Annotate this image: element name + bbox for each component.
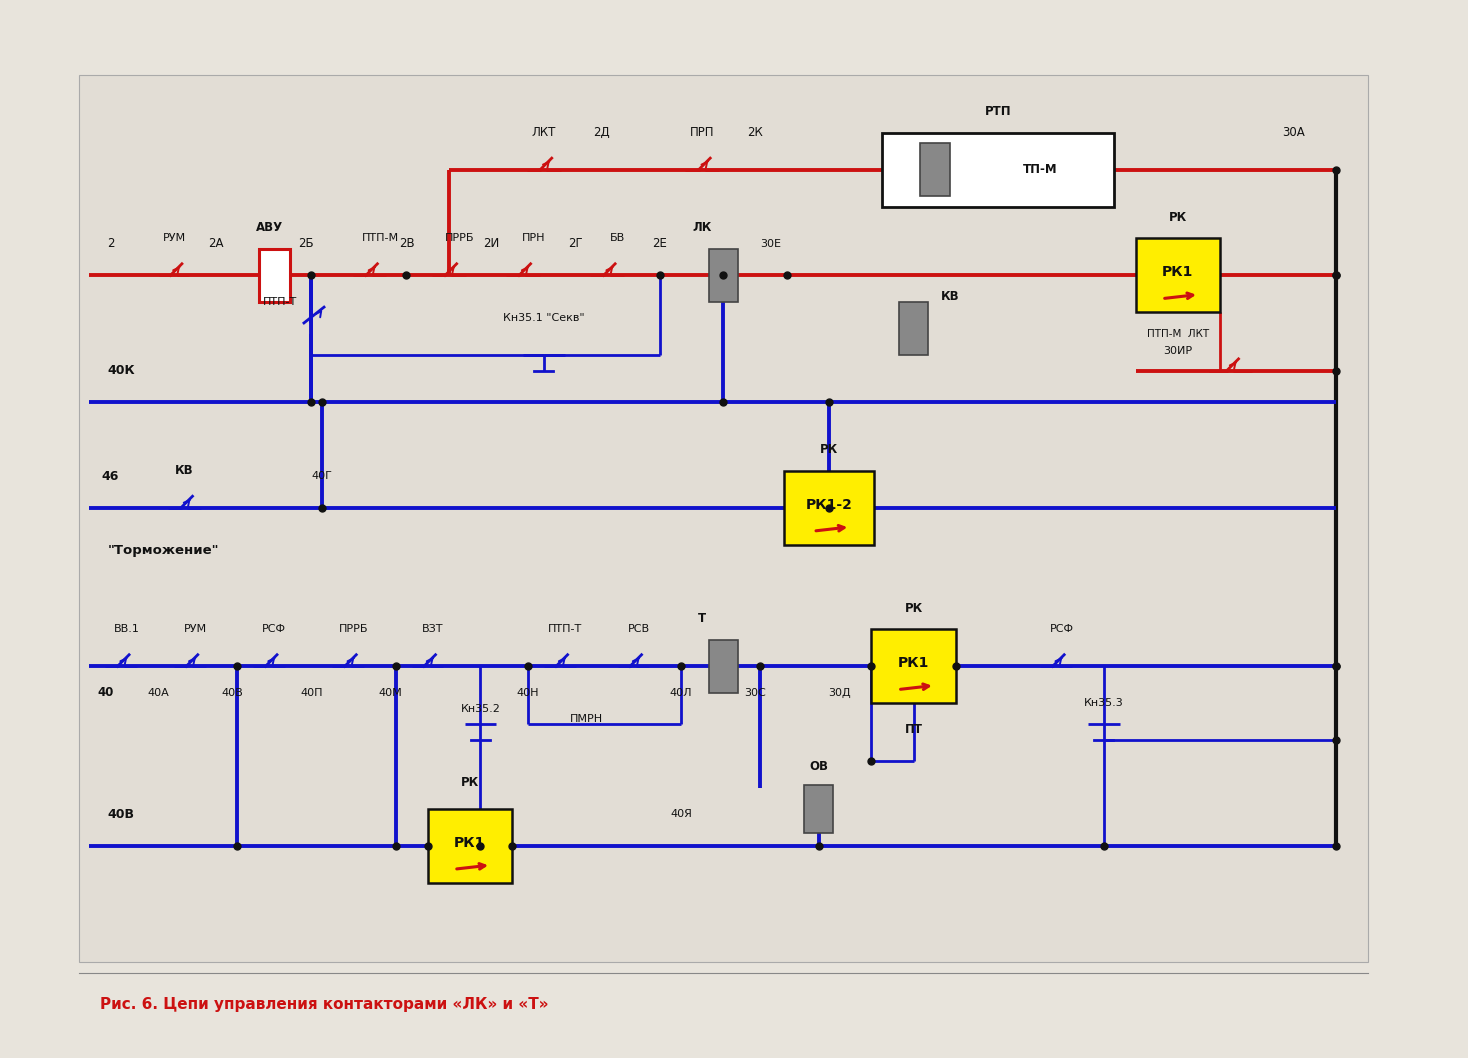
Text: ЛКТ: ЛКТ [531, 126, 556, 140]
Bar [709, 640, 738, 693]
Bar [898, 302, 928, 354]
Text: 40: 40 [97, 687, 113, 699]
Text: 30Е: 30Е [760, 239, 781, 249]
Text: РК1: РК1 [898, 656, 929, 670]
Text: 2Б: 2Б [298, 237, 314, 250]
Bar [920, 143, 950, 196]
Bar [804, 785, 834, 833]
Text: КВ: КВ [941, 290, 960, 303]
Text: РУМ: РУМ [184, 624, 207, 635]
Text: РСФ: РСФ [1050, 624, 1073, 635]
Text: ПРРБ: ПРРБ [339, 624, 368, 635]
Bar [427, 809, 512, 883]
Text: Кн35.1 "Секв": Кн35.1 "Секв" [504, 313, 584, 323]
Text: БВ: БВ [611, 234, 625, 243]
Text: 2В: 2В [399, 237, 414, 250]
Text: РК1-2: РК1-2 [806, 497, 853, 512]
Text: 40П: 40П [299, 688, 323, 698]
Text: ПТП-Т: ПТП-Т [548, 624, 583, 635]
Text: 30С: 30С [744, 688, 766, 698]
Text: 30ИР: 30ИР [1163, 346, 1192, 357]
Text: 46: 46 [101, 470, 119, 482]
Text: 40М: 40М [379, 688, 402, 698]
Text: 40Г: 40Г [311, 471, 332, 481]
Text: 40В: 40В [222, 688, 244, 698]
Text: РК: РК [821, 443, 838, 456]
Text: ОВ: ОВ [809, 761, 828, 773]
Bar [709, 249, 738, 302]
Text: 40В: 40В [107, 808, 135, 821]
Bar [79, 75, 1368, 962]
Text: РК1: РК1 [1163, 266, 1193, 279]
Text: 40Л: 40Л [669, 688, 693, 698]
Text: 2Е: 2Е [653, 237, 668, 250]
Text: РК1: РК1 [454, 836, 486, 850]
Bar [872, 630, 956, 704]
Text: ЛК: ЛК [693, 221, 712, 235]
Text: Т: Т [699, 613, 706, 625]
Text: ПРП: ПРП [690, 126, 715, 140]
Text: ПМРН: ПМРН [570, 714, 603, 724]
Text: ПТП-М: ПТП-М [361, 234, 399, 243]
Text: АВУ: АВУ [255, 221, 283, 235]
Text: ВЗТ: ВЗТ [423, 624, 443, 635]
Text: ПРН: ПРН [521, 234, 545, 243]
Text: РК: РК [461, 777, 479, 789]
Text: ПРРБ: ПРРБ [445, 234, 474, 243]
Text: РСФ: РСФ [263, 624, 286, 635]
Text: Кн35.2: Кн35.2 [461, 704, 501, 714]
Text: "Торможение": "Торможение" [107, 544, 219, 557]
Text: РСВ: РСВ [628, 624, 650, 635]
Text: 30Д: 30Д [828, 688, 851, 698]
Text: ПТ: ПТ [904, 724, 922, 736]
Text: 2Д: 2Д [593, 126, 611, 140]
Text: 2К: 2К [747, 126, 763, 140]
Text: 40А: 40А [147, 688, 169, 698]
Bar [258, 249, 291, 302]
Text: 2И: 2И [483, 237, 499, 250]
Text: ВВ.1: ВВ.1 [113, 624, 139, 635]
Text: РК: РК [1169, 211, 1188, 224]
Text: ПТП-М  ЛКТ: ПТП-М ЛКТ [1147, 329, 1208, 339]
Text: 2Г: 2Г [568, 237, 583, 250]
Text: КВ: КВ [175, 464, 194, 477]
Text: Кн35.3: Кн35.3 [1083, 698, 1123, 709]
Text: 2А: 2А [208, 237, 225, 250]
Text: 40Н: 40Н [517, 688, 539, 698]
Bar [882, 132, 1114, 206]
Text: 2: 2 [107, 237, 115, 250]
Text: Рис. 6. Цепи управления контакторами «ЛК» и «Т»: Рис. 6. Цепи управления контакторами «ЛК… [100, 997, 549, 1011]
Text: 40Я: 40Я [671, 809, 691, 819]
Text: ПТП-Т: ПТП-Т [263, 297, 297, 307]
Text: РУМ: РУМ [163, 234, 185, 243]
Text: ТП-М: ТП-М [1023, 163, 1058, 177]
Text: 40К: 40К [107, 364, 135, 377]
Text: РТП: РТП [985, 105, 1011, 118]
Text: 30А: 30А [1283, 126, 1305, 140]
Bar [1136, 238, 1220, 312]
Bar [784, 471, 873, 545]
Text: РК: РК [904, 602, 923, 615]
